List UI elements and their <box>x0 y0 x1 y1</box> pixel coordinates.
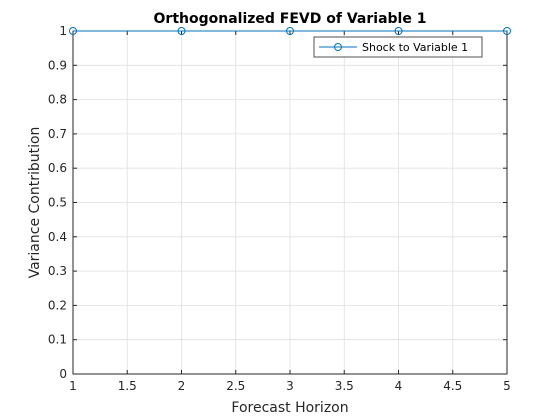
y-tick-label: 0.4 <box>48 230 67 244</box>
x-tick-label: 3 <box>286 379 294 393</box>
x-tick-label: 3.5 <box>335 379 354 393</box>
x-tick-label: 1.5 <box>118 379 137 393</box>
legend-entry-label: Shock to Variable 1 <box>362 41 468 54</box>
data-point-marker <box>177 27 186 35</box>
grid-layer <box>72 30 508 375</box>
y-tick-label: 0 <box>59 367 67 381</box>
legend-box <box>313 36 483 58</box>
y-tick-label: 0.6 <box>48 161 67 175</box>
x-tick-label: 4 <box>395 379 403 393</box>
x-tick-label: 2.5 <box>226 379 245 393</box>
x-tick-label: 1 <box>69 379 77 393</box>
y-tick-label: 0.8 <box>48 93 67 107</box>
chart-title: Orthogonalized FEVD of Variable 1 <box>154 11 427 27</box>
x-tick-label: 5 <box>503 379 511 393</box>
data-point-marker <box>503 27 511 35</box>
legend-marker <box>334 43 342 51</box>
x-tick-label: 2 <box>178 379 186 393</box>
y-tick-label: 0.9 <box>48 58 67 72</box>
data-point-marker <box>69 27 77 35</box>
y-tick-label: 1 <box>59 24 67 38</box>
legend: Shock to Variable 1 <box>313 36 483 58</box>
data-point-marker <box>286 27 294 35</box>
y-tick-label: 0.1 <box>48 333 67 347</box>
y-tick-label: 0.5 <box>48 196 67 210</box>
y-tick-label: 0.7 <box>48 127 67 141</box>
y-axis-label: Variance Contribution <box>27 127 43 279</box>
data-point-marker <box>394 27 403 35</box>
series-layer <box>69 27 511 35</box>
x-tick-label: 4.5 <box>443 379 462 393</box>
y-tick-label: 0.2 <box>48 298 67 312</box>
tick-layer: 1 1.5 2 2.5 3 3.5 4 4.5 5 0 0.1 0.2 0.3 0.4 0.5 0.6 0.7 0… <box>48 24 511 393</box>
x-axis-label: Forecast Horizon <box>231 400 348 416</box>
y-tick-label: 0.3 <box>48 264 67 278</box>
